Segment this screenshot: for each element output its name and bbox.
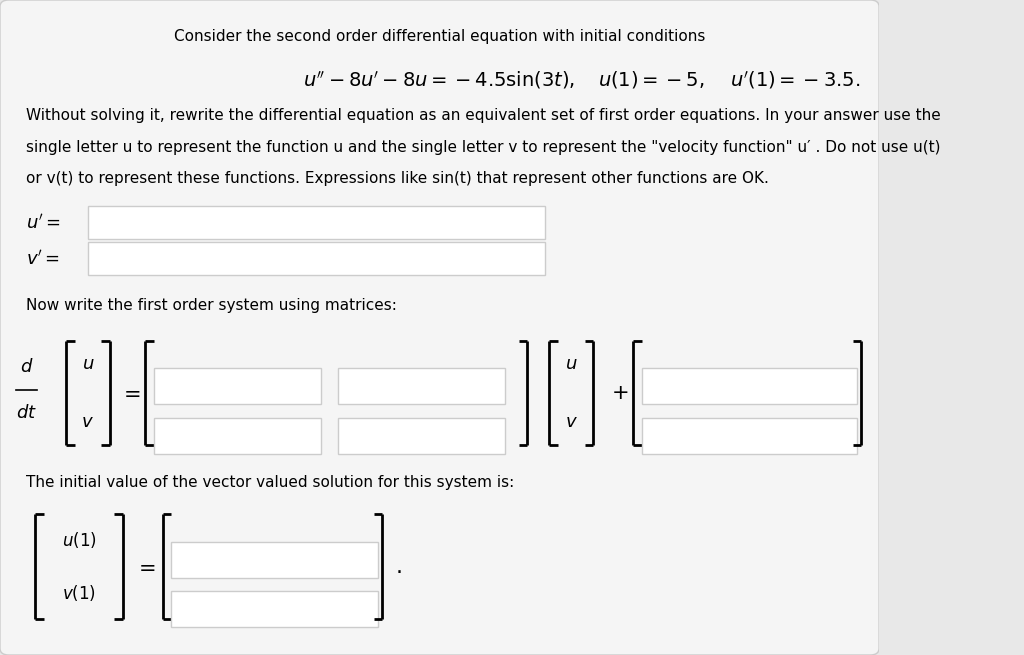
Text: $=$: $=$ — [120, 383, 141, 403]
Text: $v$: $v$ — [565, 413, 578, 432]
Text: $u(1) = -5,$: $u(1) = -5,$ — [598, 69, 705, 90]
FancyBboxPatch shape — [338, 418, 506, 453]
Text: $+$: $+$ — [611, 383, 629, 403]
Text: $u(1)$: $u(1)$ — [61, 531, 96, 550]
FancyBboxPatch shape — [642, 368, 857, 404]
Text: The initial value of the vector valued solution for this system is:: The initial value of the vector valued s… — [27, 475, 515, 490]
Text: Without solving it, rewrite the differential equation as an equivalent set of fi: Without solving it, rewrite the differen… — [27, 108, 941, 123]
Text: or v(t) to represent these functions. Expressions like sin(t) that represent oth: or v(t) to represent these functions. Ex… — [27, 171, 769, 186]
FancyBboxPatch shape — [154, 368, 321, 404]
FancyBboxPatch shape — [0, 0, 879, 655]
FancyBboxPatch shape — [642, 418, 857, 453]
Text: $v(1)$: $v(1)$ — [62, 583, 96, 603]
Text: $u' =$: $u' =$ — [27, 213, 61, 233]
Text: Now write the first order system using matrices:: Now write the first order system using m… — [27, 298, 397, 313]
FancyBboxPatch shape — [171, 591, 378, 627]
Text: Consider the second order differential equation with initial conditions: Consider the second order differential e… — [174, 29, 706, 45]
Text: $u'' - 8u' - 8u = -4.5\sin(3t),$: $u'' - 8u' - 8u = -4.5\sin(3t),$ — [303, 69, 575, 91]
Text: $v' =$: $v' =$ — [27, 249, 60, 269]
Text: $u'(1) = -3.5.$: $u'(1) = -3.5.$ — [730, 69, 860, 91]
FancyBboxPatch shape — [171, 542, 378, 578]
FancyBboxPatch shape — [88, 206, 545, 239]
FancyBboxPatch shape — [338, 368, 506, 404]
Text: .: . — [395, 557, 402, 576]
Text: $u$: $u$ — [82, 354, 94, 373]
Text: $d$: $d$ — [19, 358, 33, 376]
FancyBboxPatch shape — [88, 242, 545, 275]
Text: $u$: $u$ — [565, 354, 578, 373]
Text: $dt$: $dt$ — [15, 403, 37, 422]
FancyBboxPatch shape — [154, 418, 321, 453]
Text: single letter u to represent the function u and the single letter v to represent: single letter u to represent the functio… — [27, 140, 941, 155]
Text: $v$: $v$ — [82, 413, 94, 432]
Text: $=$: $=$ — [134, 557, 156, 576]
